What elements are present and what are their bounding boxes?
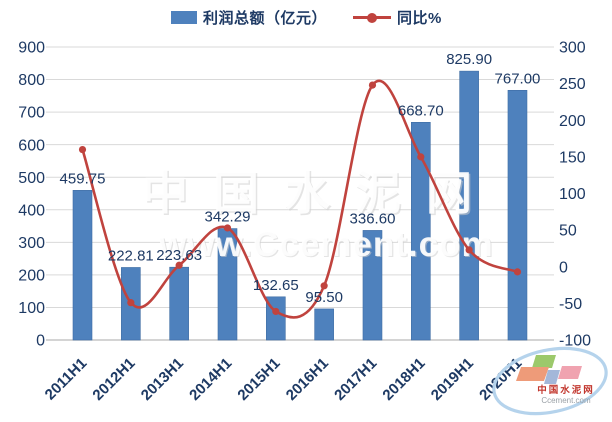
yoy-line [81, 79, 519, 319]
left-axis-tick: 100 [18, 300, 45, 317]
logo-tile-icon [544, 370, 560, 384]
bar-value-label: 132.65 [253, 277, 299, 294]
watermark-url: www.Ccement.com [159, 226, 495, 265]
bar [362, 230, 383, 341]
yoy-line-marker [272, 307, 280, 316]
logo-tile-icon [558, 366, 582, 379]
x-axis-label: 2017H1 [331, 355, 380, 404]
right-axis-tick: 100 [559, 186, 586, 203]
line-series-label: 同比% [397, 10, 442, 27]
right-axis-tick: -50 [559, 296, 582, 313]
left-axis-tick: 900 [18, 40, 45, 57]
yoy-line-marker [320, 282, 328, 290]
bar [507, 89, 528, 341]
left-axis-tick: 800 [18, 72, 45, 89]
x-axis-label: 2011H1 [42, 355, 91, 404]
left-axis-tick: 200 [18, 267, 45, 284]
legend-item-profit: 利润总额（亿元） [171, 7, 327, 28]
bar-value-label: 223.63 [156, 247, 202, 264]
x-axis-label: 2014H1 [186, 355, 235, 404]
right-axis-tick: 250 [559, 76, 586, 93]
bar-series-swatch-icon [171, 11, 197, 24]
bar-value-label: 668.70 [398, 102, 444, 119]
right-axis-tick: -100 [559, 333, 591, 350]
watermark-text: 中国水泥网 [142, 167, 497, 219]
bar [411, 122, 431, 341]
left-axis-tick: 600 [18, 137, 45, 154]
bar-value-label: 342.29 [205, 209, 251, 226]
left-axis-tick: 0 [36, 333, 45, 350]
yoy-line-marker [175, 261, 183, 269]
bar-value-label: 825.90 [446, 51, 492, 68]
logo-tile-icon [516, 367, 549, 381]
logo-name-text: 中国水泥网 [537, 384, 595, 396]
x-axis-label: 2018H1 [379, 355, 428, 404]
logo-tile-icon [532, 355, 556, 368]
legend: 利润总额（亿元） 同比% [171, 7, 442, 28]
logo-swoosh-icon [492, 346, 608, 416]
left-axis-tick: 300 [18, 235, 45, 252]
left-axis-tick: 500 [18, 170, 45, 187]
yoy-line-marker [465, 246, 473, 254]
bar-value-label: 459.75 [60, 170, 106, 187]
bar-value-label: 95.50 [305, 289, 343, 306]
yoy-line-marker [368, 81, 377, 89]
yoy-line-marker [127, 299, 135, 307]
bar-value-label: 767.00 [495, 70, 541, 87]
bar-value-label: 222.81 [108, 247, 154, 264]
watermark-text: 中国水泥网 [144, 169, 499, 221]
x-axis-label: 2012H1 [89, 355, 138, 404]
yoy-line-marker [78, 145, 87, 154]
right-axis-tick: 300 [559, 40, 586, 57]
watermark-url: www.Ccement.com [158, 225, 494, 264]
x-axis-label: 2013H1 [138, 355, 187, 404]
x-axis-label: 2015H1 [234, 355, 283, 404]
logo-domain-text: Ccement.com [541, 396, 591, 405]
bar [72, 190, 93, 341]
yoy-line-marker [513, 268, 522, 276]
legend-item-yoy: 同比% [353, 7, 442, 28]
right-axis-tick: 0 [559, 259, 568, 276]
bar-series-label: 利润总额（亿元） [203, 10, 328, 27]
bar [314, 308, 334, 341]
bar [169, 266, 189, 341]
left-axis-tick: 400 [18, 202, 45, 219]
line-series-swatch-icon [353, 12, 392, 23]
bar-value-label: 336.60 [350, 210, 396, 227]
left-axis-tick: 700 [18, 105, 45, 122]
bar [459, 70, 479, 341]
yoy-line-marker [223, 224, 232, 232]
right-axis-tick: 150 [559, 149, 586, 166]
right-axis-tick: 200 [559, 113, 586, 130]
right-axis-tick: 50 [559, 223, 577, 240]
x-axis-label: 2016H1 [283, 355, 332, 404]
yoy-line-marker [417, 153, 425, 161]
x-axis-label: 2019H1 [428, 355, 477, 404]
